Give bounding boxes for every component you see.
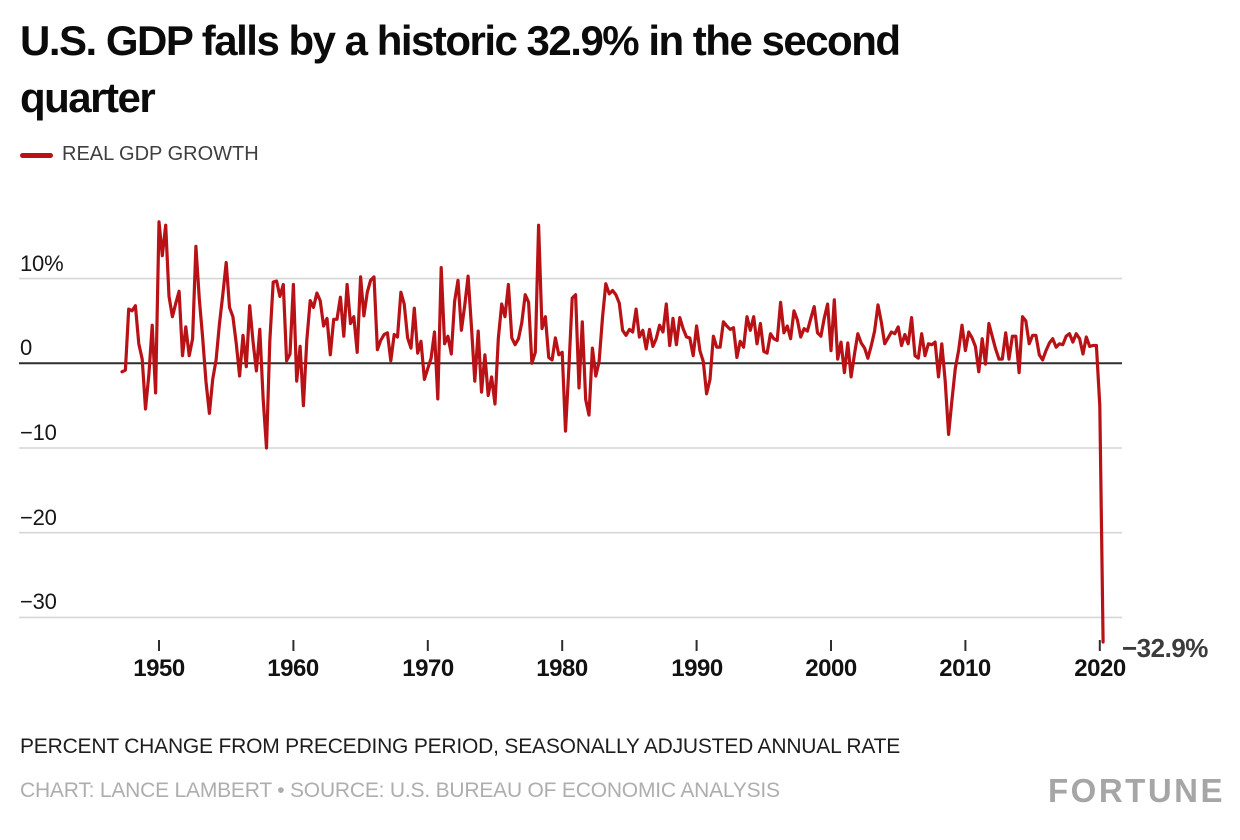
x-axis-tick-label: 1990 — [671, 655, 723, 682]
x-axis-tick-label: 2000 — [805, 655, 857, 682]
y-axis-tick-label: 10% — [20, 251, 64, 276]
y-axis-tick-label: 0 — [20, 335, 33, 360]
x-axis-tick-label: 1960 — [267, 655, 319, 682]
chart-title: U.S. GDP falls by a historic 32.9% in th… — [20, 12, 901, 126]
chart-credit: CHART: LANCE LAMBERT • SOURCE: U.S. BURE… — [20, 779, 780, 802]
y-axis-tick-label: −10 — [20, 420, 57, 445]
legend: REAL GDP GROWTH — [20, 143, 259, 166]
y-axis-tick-label: −30 — [20, 589, 57, 614]
x-axis-tick-label: 1970 — [402, 655, 454, 682]
chart-footnote: PERCENT CHANGE FROM PRECEDING PERIOD, SE… — [20, 735, 901, 758]
x-axis-tick-label: 1980 — [536, 655, 588, 682]
x-axis-tick-label: 2020 — [1074, 655, 1126, 682]
real-gdp-growth-line — [120, 220, 1105, 644]
latest-value-annotation: −32.9% — [1122, 633, 1208, 663]
x-axis-tick-label: 1950 — [133, 655, 185, 682]
chart-title-line-2: quarter — [20, 74, 156, 121]
fortune-logo: FORTUNE — [1048, 772, 1225, 809]
y-axis-tick-label: −20 — [20, 505, 57, 530]
chart-title-line-1: U.S. GDP falls by a historic 32.9% in th… — [20, 17, 901, 64]
x-axis-tick-label: 2010 — [939, 655, 991, 682]
legend-label: REAL GDP GROWTH — [62, 143, 259, 165]
series-color-swatch-icon — [20, 153, 53, 158]
